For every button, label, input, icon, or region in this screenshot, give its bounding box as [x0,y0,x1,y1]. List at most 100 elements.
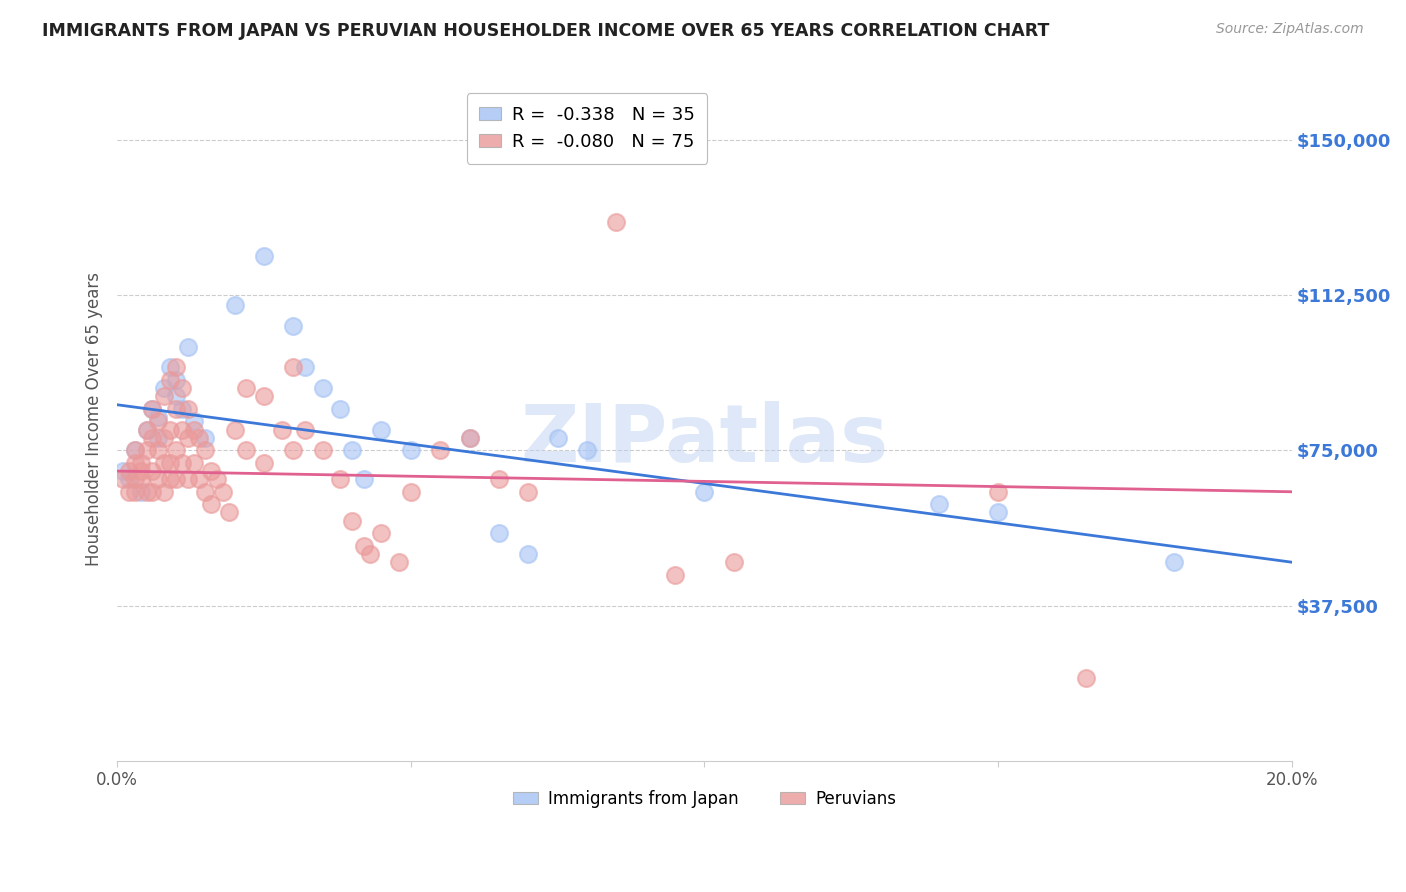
Point [112,472,135,486]
Point [329,401,352,416]
Point [141,431,163,445]
Point [176,340,198,354]
Point [135,423,157,437]
Text: IMMIGRANTS FROM JAPAN VS PERUVIAN HOUSEHOLDER INCOME OVER 65 YEARS CORRELATION C: IMMIGRANTS FROM JAPAN VS PERUVIAN HOUSEH… [42,22,1049,40]
Point [458,431,481,445]
Point [218,506,240,520]
Point [1163,555,1185,569]
Point [987,484,1010,499]
Point [129,456,152,470]
Point [124,484,146,499]
Point [312,381,335,395]
Point [165,389,187,403]
Point [200,497,222,511]
Point [429,443,451,458]
Point [183,456,205,470]
Point [165,443,187,458]
Point [353,539,375,553]
Point [159,373,181,387]
Point [488,526,510,541]
Point [153,484,176,499]
Point [153,389,176,403]
Point [359,547,381,561]
Point [224,423,246,437]
Point [165,360,187,375]
Point [141,401,163,416]
Point [153,431,176,445]
Point [170,423,193,437]
Point [283,319,305,334]
Point [159,456,181,470]
Point [129,484,152,499]
Point [159,472,181,486]
Point [183,423,205,437]
Point [283,360,305,375]
Point [165,401,187,416]
Point [224,298,246,312]
Point [353,472,375,486]
Point [148,431,170,445]
Point [212,484,235,499]
Point [664,567,686,582]
Point [987,506,1010,520]
Point [370,526,392,541]
Point [170,456,193,470]
Point [159,423,181,437]
Point [253,456,276,470]
Point [340,443,363,458]
Point [135,443,157,458]
Point [170,401,193,416]
Point [253,389,276,403]
Point [194,443,217,458]
Point [129,472,152,486]
Y-axis label: Householder Income Over 65 years: Householder Income Over 65 years [86,272,103,566]
Point [148,414,170,428]
Point [200,464,222,478]
Point [488,472,510,486]
Point [135,423,157,437]
Point [458,431,481,445]
Point [517,484,540,499]
Point [188,472,211,486]
Point [399,443,422,458]
Point [253,249,276,263]
Point [148,472,170,486]
Legend: Immigrants from Japan, Peruvians: Immigrants from Japan, Peruvians [506,783,903,814]
Point [148,443,170,458]
Point [176,472,198,486]
Point [170,381,193,395]
Point [928,497,950,511]
Text: Source: ZipAtlas.com: Source: ZipAtlas.com [1216,22,1364,37]
Point [124,456,146,470]
Point [129,464,152,478]
Point [176,401,198,416]
Point [1076,671,1098,685]
Point [329,472,352,486]
Point [153,456,176,470]
Point [517,547,540,561]
Point [235,443,257,458]
Point [141,401,163,416]
Point [124,443,146,458]
Point [340,514,363,528]
Point [270,423,292,437]
Point [194,431,217,445]
Point [605,215,627,229]
Point [176,431,198,445]
Text: ZIPatlas: ZIPatlas [520,401,889,479]
Point [141,464,163,478]
Point [399,484,422,499]
Point [112,464,135,478]
Point [312,443,335,458]
Point [205,472,228,486]
Point [124,472,146,486]
Point [118,484,141,499]
Point [576,443,599,458]
Point [283,443,305,458]
Point [294,423,316,437]
Point [165,373,187,387]
Point [723,555,745,569]
Point [194,484,217,499]
Point [235,381,257,395]
Point [370,423,392,437]
